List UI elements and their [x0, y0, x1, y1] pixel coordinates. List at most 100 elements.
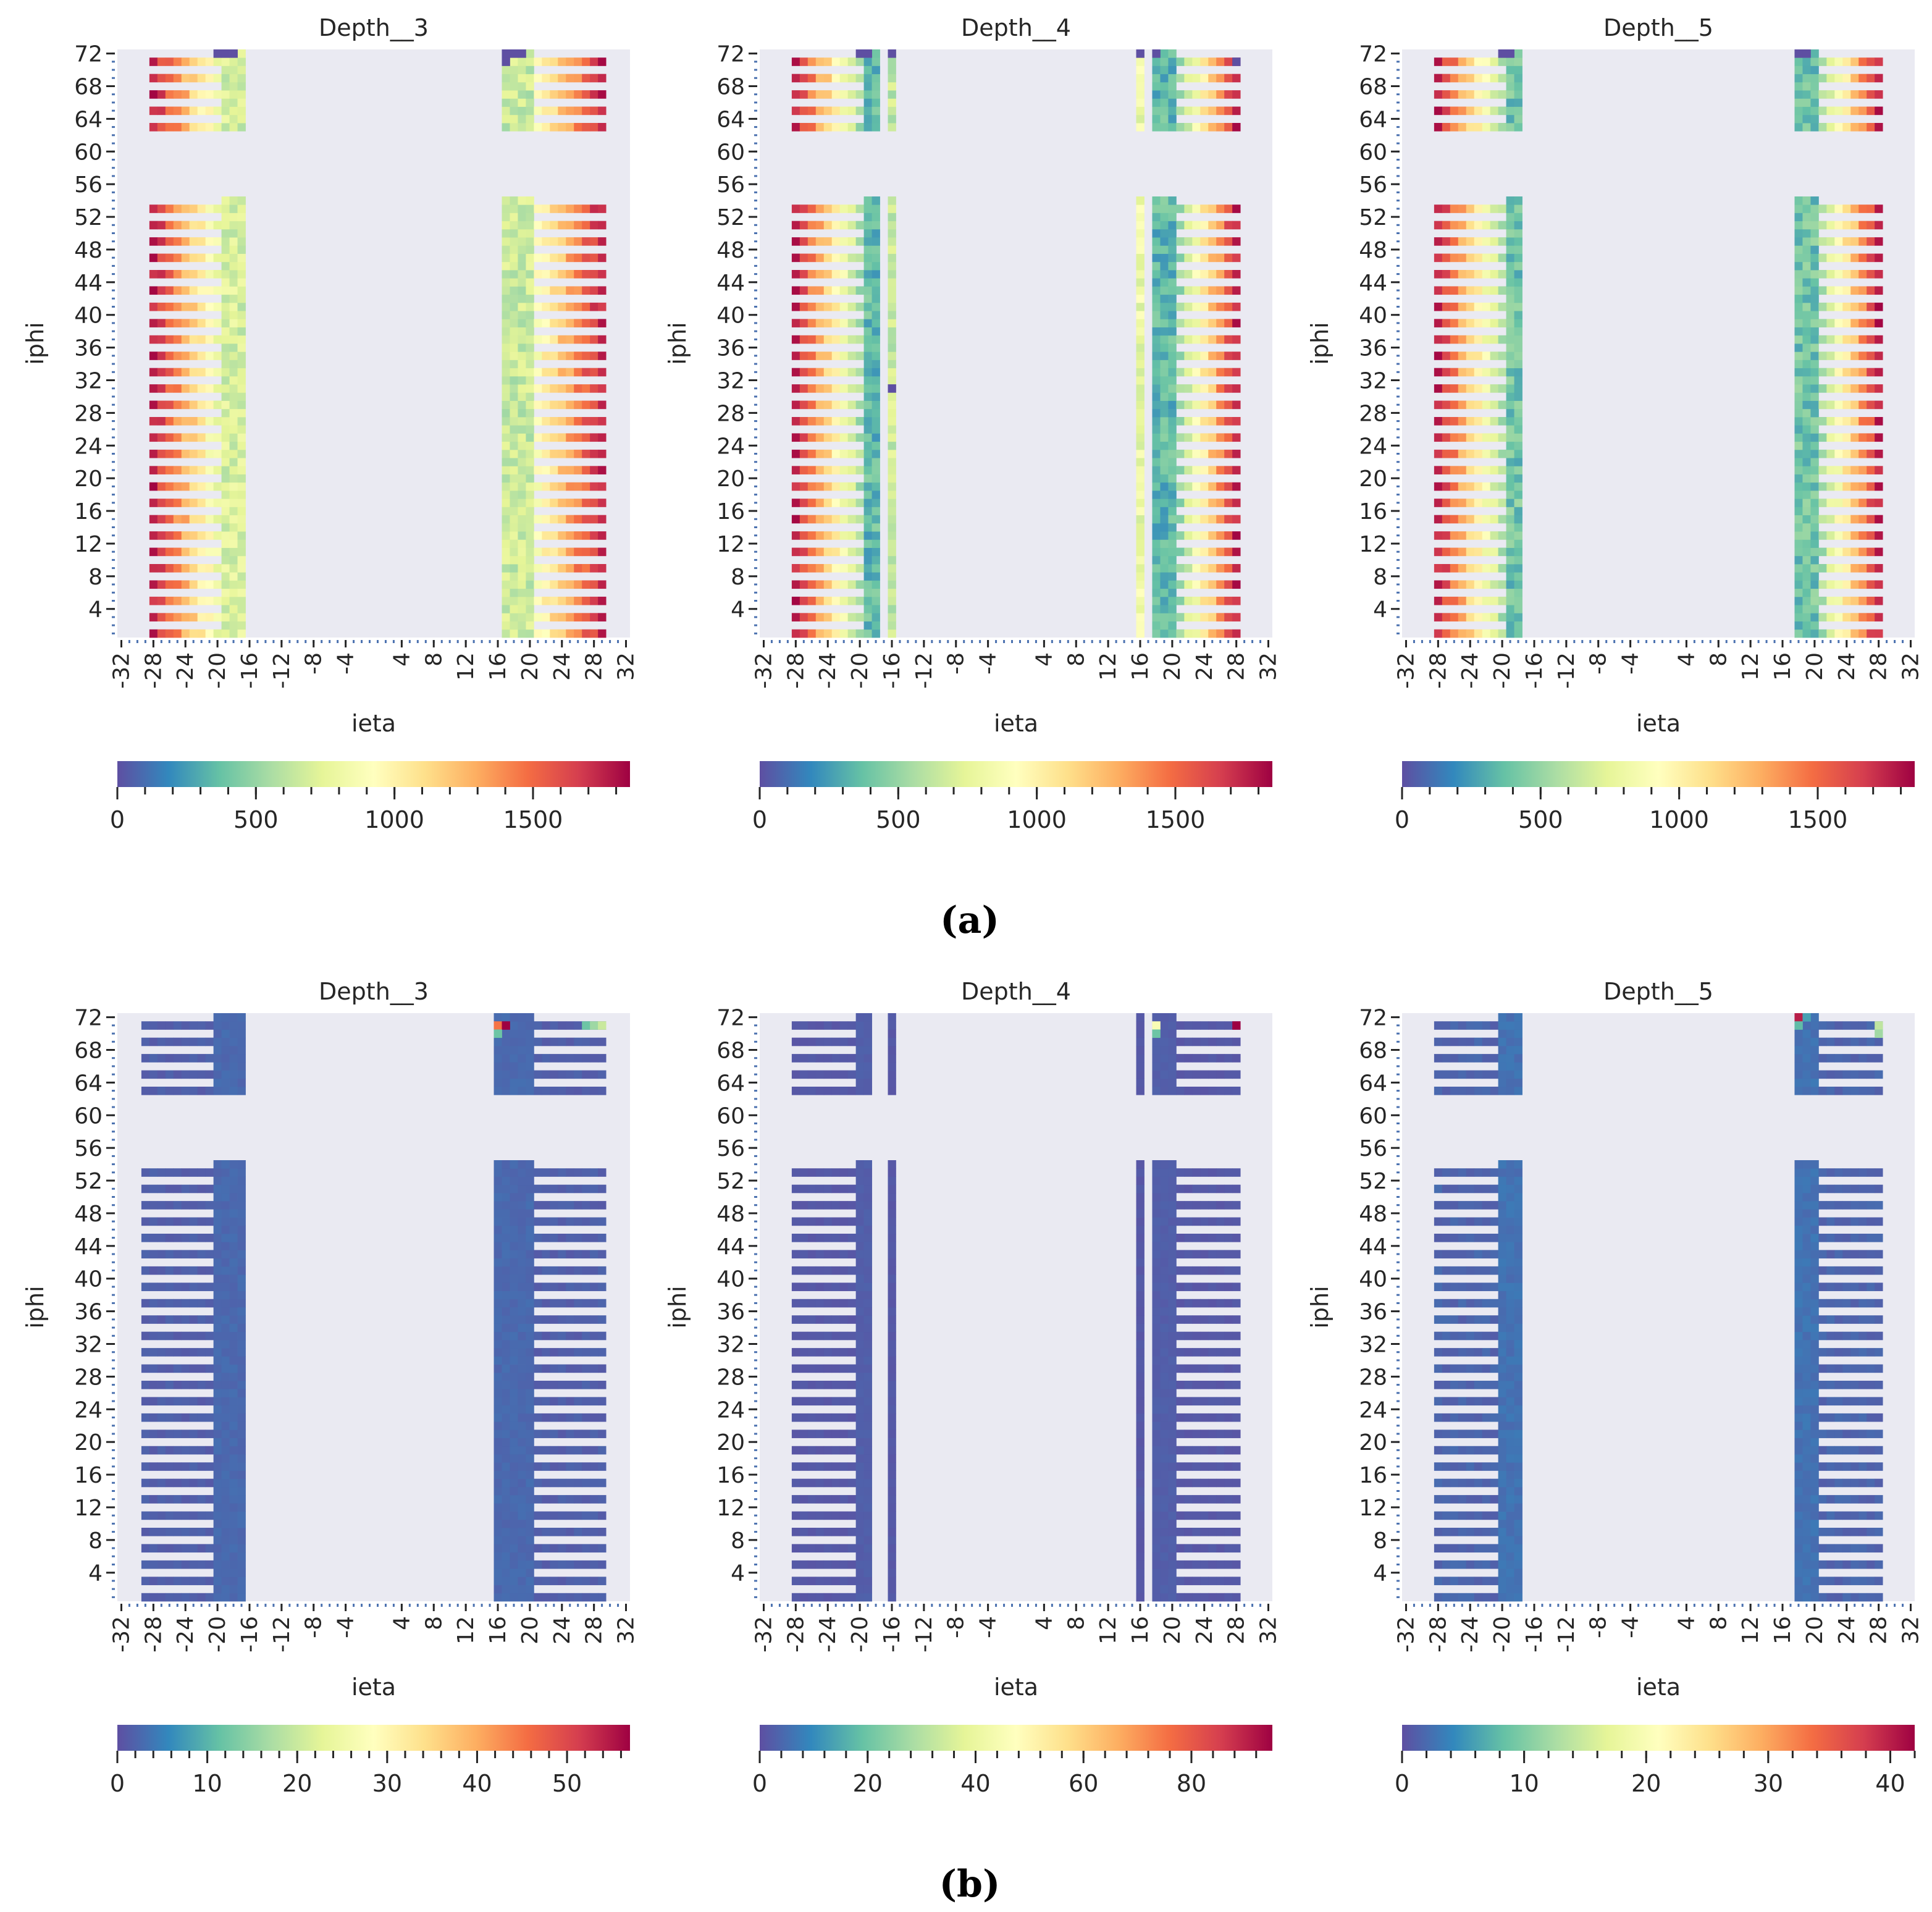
heatmap-cell: [1867, 270, 1875, 279]
heatmap-cell: [1136, 82, 1144, 91]
heatmap-cell: [518, 1438, 526, 1447]
heatmap-cell: [1850, 449, 1859, 458]
heatmap-cell: [510, 1209, 518, 1218]
heatmap-cell: [872, 433, 880, 442]
heatmap-cell: [173, 106, 182, 116]
heatmap-cell: [510, 1339, 518, 1349]
heatmap-cell: [823, 253, 833, 263]
heatmap-cell: [229, 270, 238, 279]
heatmap-cell: [1450, 286, 1459, 295]
heatmap-cell: [1152, 278, 1161, 287]
heatmap-cell: [566, 417, 574, 426]
heatmap-cell: [872, 49, 880, 58]
heatmap-cell: [1442, 580, 1451, 589]
heatmap-cell: [1136, 392, 1144, 401]
heatmap-cell: [872, 82, 880, 91]
heatmap-cell: [221, 1438, 230, 1447]
heatmap-cell: [1152, 572, 1161, 581]
heatmap-cell: [872, 237, 880, 246]
heatmap-cell: [518, 1250, 526, 1259]
heatmap-cell: [534, 1299, 542, 1308]
heatmap-cell: [863, 204, 872, 213]
heatmap-cell: [1450, 335, 1459, 344]
heatmap-cell: [510, 1536, 518, 1544]
heatmap-cell: [855, 302, 864, 311]
heatmap-cell: [1810, 368, 1819, 377]
heatmap-cell: [173, 57, 182, 66]
heatmap-cell: [1514, 572, 1522, 581]
heatmap-cell: [157, 335, 166, 344]
heatmap-cell: [510, 392, 518, 401]
heatmap-cell: [173, 221, 182, 230]
heatmap-cell: [550, 1266, 558, 1275]
heatmap-cell: [1466, 384, 1475, 393]
heatmap-cell: [221, 605, 230, 613]
heatmap-cell: [1192, 57, 1201, 66]
heatmap-cell: [1802, 555, 1811, 565]
heatmap-cell: [542, 1544, 550, 1553]
heatmap-cell: [229, 605, 238, 613]
heatmap-cell: [872, 547, 880, 557]
heatmap-cell: [807, 335, 817, 344]
heatmap-cell: [510, 458, 518, 466]
heatmap-cell: [237, 1168, 246, 1177]
heatmap-cell: [598, 74, 607, 83]
heatmap-cell: [1168, 531, 1177, 540]
heatmap-cell: [1867, 319, 1875, 327]
heatmap-cell: [791, 596, 800, 605]
heatmap-cell: [550, 1413, 558, 1422]
heatmap-cell: [165, 1299, 174, 1308]
heatmap-cell: [1498, 466, 1506, 474]
heatmap-cell: [534, 596, 542, 605]
heatmap-cell: [213, 499, 222, 507]
heatmap-cell: [1802, 335, 1811, 344]
heatmap-cell: [1442, 400, 1451, 410]
heatmap-cell: [1152, 74, 1161, 83]
heatmap-cell: [1810, 433, 1819, 442]
heatmap-cell: [598, 613, 607, 621]
heatmap-cell: [839, 400, 849, 410]
heatmap-cell: [1160, 245, 1169, 254]
heatmap-cell: [526, 82, 534, 91]
heatmap-cell: [205, 1430, 214, 1438]
heatmap-cell: [213, 204, 222, 213]
heatmap-cell: [1482, 57, 1491, 66]
heatmap-cell: [510, 1560, 518, 1569]
heatmap-cell: [558, 580, 566, 589]
heatmap-cell: [1192, 449, 1201, 458]
heatmap-cell: [823, 57, 833, 66]
heatmap-cell: [221, 196, 230, 205]
heatmap-cell: [1810, 74, 1819, 83]
heatmap-cell: [888, 588, 896, 597]
heatmap-cell: [1875, 482, 1883, 491]
heatmap-cell: [518, 466, 526, 474]
heatmap-cell: [590, 1250, 598, 1259]
heatmap-cell: [1442, 368, 1451, 377]
heatmap-cell: [1810, 449, 1819, 458]
heatmap-cell: [1442, 90, 1451, 99]
heatmap-cell: [237, 1013, 246, 1022]
heatmap-cell: [197, 515, 206, 524]
heatmap-cell: [1810, 499, 1819, 507]
heatmap-cell: [502, 491, 510, 499]
heatmap-cell: [598, 368, 607, 377]
heatmap-cell: [598, 204, 607, 213]
heatmap-cell: [237, 1062, 246, 1071]
heatmap-cell: [558, 499, 566, 507]
heatmap-cell: [502, 221, 510, 230]
heatmap-cell: [510, 384, 518, 393]
heatmap-cell: [1192, 384, 1201, 393]
heatmap-cell: [863, 400, 872, 410]
heatmap-cell: [1192, 417, 1201, 426]
heatmap-cell: [1168, 596, 1177, 605]
heatmap-cell: [205, 1593, 214, 1602]
heatmap-cell: [558, 1495, 566, 1504]
heatmap-cell: [590, 368, 598, 377]
heatmap-cell: [823, 90, 833, 99]
heatmap-cell: [872, 360, 880, 369]
heatmap-cell: [1802, 499, 1811, 507]
heatmap-cell: [807, 253, 817, 263]
x-tick-label: -12: [1554, 652, 1579, 689]
heatmap-cell: [229, 1430, 238, 1438]
heatmap-cell: [1802, 98, 1811, 107]
